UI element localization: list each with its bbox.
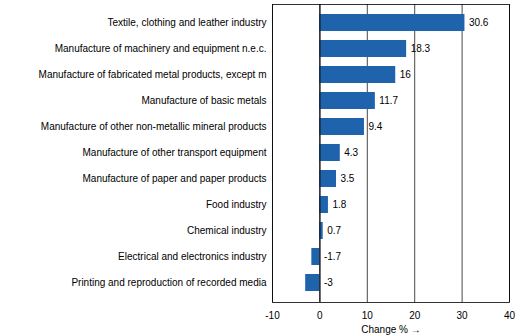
svg-text:Manufacture of other non-metal: Manufacture of other non-metallic minera… <box>41 121 267 132</box>
svg-text:Electrical and electronics ind: Electrical and electronics industry <box>118 251 266 262</box>
svg-text:Textile, clothing and leather: Textile, clothing and leather industry <box>108 17 267 28</box>
svg-text:-1.7: -1.7 <box>324 251 342 262</box>
svg-text:16: 16 <box>400 69 412 80</box>
svg-text:Change % →: Change % → <box>361 324 420 335</box>
svg-text:Manufacture of other transport: Manufacture of other transport equipment <box>83 147 267 158</box>
svg-text:10: 10 <box>362 310 374 321</box>
svg-text:-3: -3 <box>324 277 333 288</box>
svg-text:18.3: 18.3 <box>411 43 431 54</box>
svg-text:Chemical industry: Chemical industry <box>187 225 266 236</box>
svg-text:40: 40 <box>504 310 516 321</box>
svg-text:Printing and reproduction of r: Printing and reproduction of recorded me… <box>71 277 267 288</box>
svg-text:Manufacture of basic metals: Manufacture of basic metals <box>141 95 266 106</box>
svg-text:Manufacture of paper and paper: Manufacture of paper and paper products <box>82 173 266 184</box>
svg-text:Manufacture of machinery and e: Manufacture of machinery and equipment n… <box>55 43 267 54</box>
svg-text:Manufacture of fabricated meta: Manufacture of fabricated metal products… <box>39 69 267 80</box>
svg-text:Food industry: Food industry <box>206 199 267 210</box>
svg-text:30: 30 <box>457 310 469 321</box>
svg-text:0.7: 0.7 <box>327 225 341 236</box>
svg-text:1.8: 1.8 <box>332 199 346 210</box>
svg-text:0: 0 <box>317 310 323 321</box>
svg-text:20: 20 <box>409 310 421 321</box>
svg-text:3.5: 3.5 <box>340 173 354 184</box>
svg-text:30.6: 30.6 <box>469 17 489 28</box>
svg-text:4.3: 4.3 <box>344 147 358 158</box>
svg-text:-10: -10 <box>265 310 280 321</box>
svg-text:11.7: 11.7 <box>379 95 398 106</box>
svg-text:9.4: 9.4 <box>368 121 382 132</box>
